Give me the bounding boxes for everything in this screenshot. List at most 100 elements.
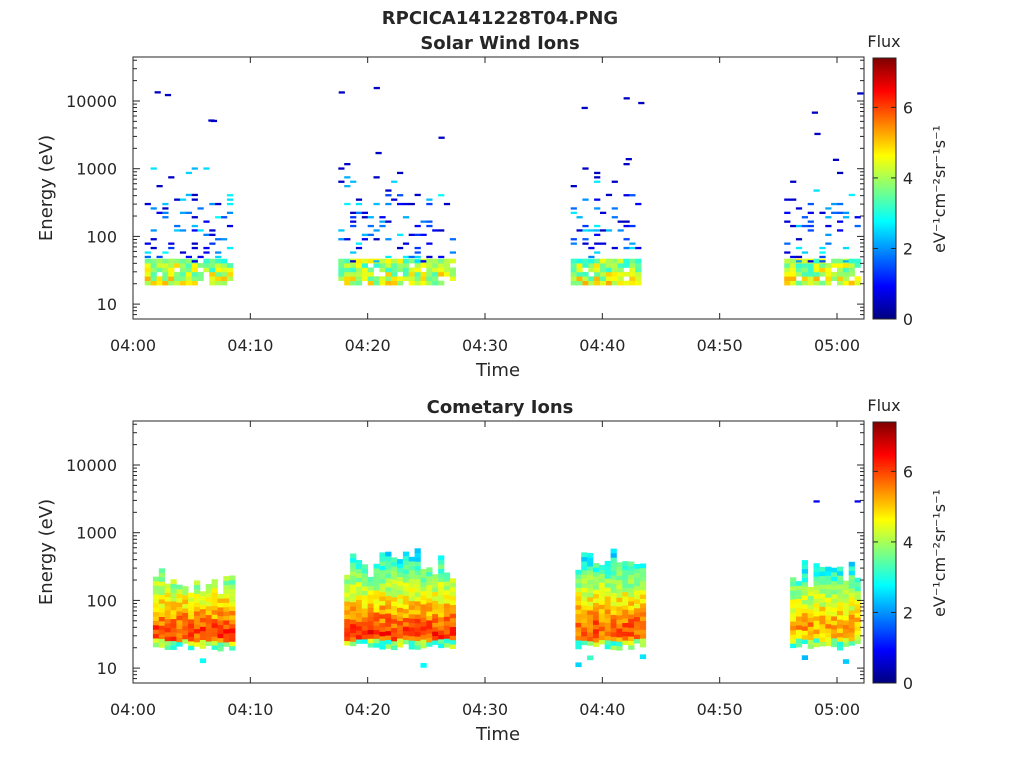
heatmap-cell <box>385 608 392 614</box>
heatmap-cell <box>379 627 386 632</box>
heatmap-cell <box>350 260 357 263</box>
heatmap-cell <box>635 246 642 250</box>
heatmap-cell <box>587 601 594 607</box>
heatmap-cell <box>449 276 456 281</box>
heatmap-cell <box>170 588 177 593</box>
heatmap-cell <box>211 596 218 602</box>
heatmap-cell <box>420 568 427 574</box>
heatmap-cell <box>570 185 577 188</box>
heatmap-cell <box>420 271 427 277</box>
heatmap-cell <box>623 220 630 223</box>
heatmap-cell <box>854 258 861 264</box>
heatmap-cell <box>605 280 613 286</box>
heatmap-cell <box>837 258 844 264</box>
heatmap-cell <box>355 211 363 214</box>
heatmap-cell <box>361 233 368 236</box>
heatmap-cell <box>598 622 605 627</box>
x-tick-label: 04:10 <box>227 700 273 719</box>
heatmap-cell <box>408 258 415 264</box>
heatmap-cell <box>385 586 392 592</box>
heatmap-cell <box>854 276 861 281</box>
heatmap-cell <box>170 610 177 615</box>
heatmap-cell <box>350 637 357 642</box>
heatmap-cell <box>158 585 165 591</box>
heatmap-cell <box>191 246 198 250</box>
heatmap-cell <box>350 628 357 633</box>
heatmap-cell <box>402 604 410 610</box>
heatmap-cell <box>397 563 404 569</box>
heatmap-cell <box>575 635 582 641</box>
heatmap-cell <box>170 596 177 602</box>
heatmap-cell <box>604 560 611 566</box>
heatmap-cell <box>625 158 632 161</box>
heatmap-cell <box>367 271 374 277</box>
heatmap-cell <box>575 644 582 650</box>
heatmap-cell <box>628 574 635 580</box>
heatmap-cell <box>825 216 832 219</box>
heatmap-cell <box>842 642 850 647</box>
heatmap-cell <box>223 584 230 590</box>
heatmap-cell <box>610 579 617 585</box>
heatmap-cell <box>837 601 844 607</box>
heatmap-cell <box>355 582 363 587</box>
heatmap-cell <box>575 574 582 579</box>
heatmap-cell <box>391 592 398 598</box>
heatmap-cell <box>361 612 368 618</box>
heatmap-cell <box>350 251 357 254</box>
heatmap-cell <box>831 567 838 573</box>
heatmap-cell <box>350 562 357 567</box>
heatmap-cell <box>593 607 600 612</box>
heatmap-cell <box>367 233 374 236</box>
heatmap-cell <box>170 614 177 620</box>
heatmap-cell <box>807 220 814 223</box>
heatmap-cell <box>594 267 601 273</box>
heatmap-cell <box>426 202 433 206</box>
heatmap-cell <box>848 570 855 576</box>
heatmap-cell <box>807 267 814 273</box>
heatmap-cell <box>570 258 577 264</box>
heatmap-cell <box>593 571 600 577</box>
heatmap-cell <box>338 258 345 264</box>
heatmap-cell <box>622 609 629 615</box>
heatmap-cell <box>581 600 588 606</box>
heatmap-cell <box>361 586 368 591</box>
heatmap-cell <box>622 583 629 588</box>
heatmap-cell <box>191 263 198 268</box>
heatmap-cell <box>185 263 192 268</box>
heatmap-cell <box>379 636 386 641</box>
heatmap-cell <box>361 639 368 644</box>
heatmap-cell <box>593 585 600 590</box>
heatmap-cell <box>174 198 181 201</box>
heatmap-cell <box>361 625 368 631</box>
heatmap-cell <box>426 258 433 264</box>
heatmap-cell <box>162 216 169 219</box>
heatmap-cell <box>790 280 797 286</box>
heatmap-cell <box>402 626 410 632</box>
heatmap-cell <box>176 611 183 616</box>
heatmap-cell <box>408 609 415 615</box>
heatmap-cell <box>385 189 392 192</box>
heatmap-cell <box>616 584 623 589</box>
heatmap-cell <box>593 624 600 630</box>
heatmap-cell <box>854 608 861 614</box>
heatmap-cell <box>622 613 629 619</box>
heatmap-cell <box>226 198 234 201</box>
heatmap-cell <box>611 280 618 286</box>
heatmap-cell <box>385 255 392 259</box>
heatmap-cell <box>628 623 635 628</box>
heatmap-cell <box>819 263 826 268</box>
heatmap-cell <box>610 636 617 642</box>
colorbar-tick-label: 0 <box>903 674 913 693</box>
heatmap-cell <box>801 590 808 596</box>
heatmap-cell <box>837 220 844 223</box>
heatmap-cell <box>588 263 595 268</box>
heatmap-cell <box>438 603 445 609</box>
heatmap-cell <box>617 276 624 281</box>
heatmap-cell <box>191 198 198 201</box>
heatmap-cell <box>205 584 212 589</box>
heatmap-cell <box>426 642 433 647</box>
heatmap-cell <box>570 211 577 214</box>
heatmap-cell <box>199 622 207 627</box>
heatmap-cell <box>385 573 392 579</box>
